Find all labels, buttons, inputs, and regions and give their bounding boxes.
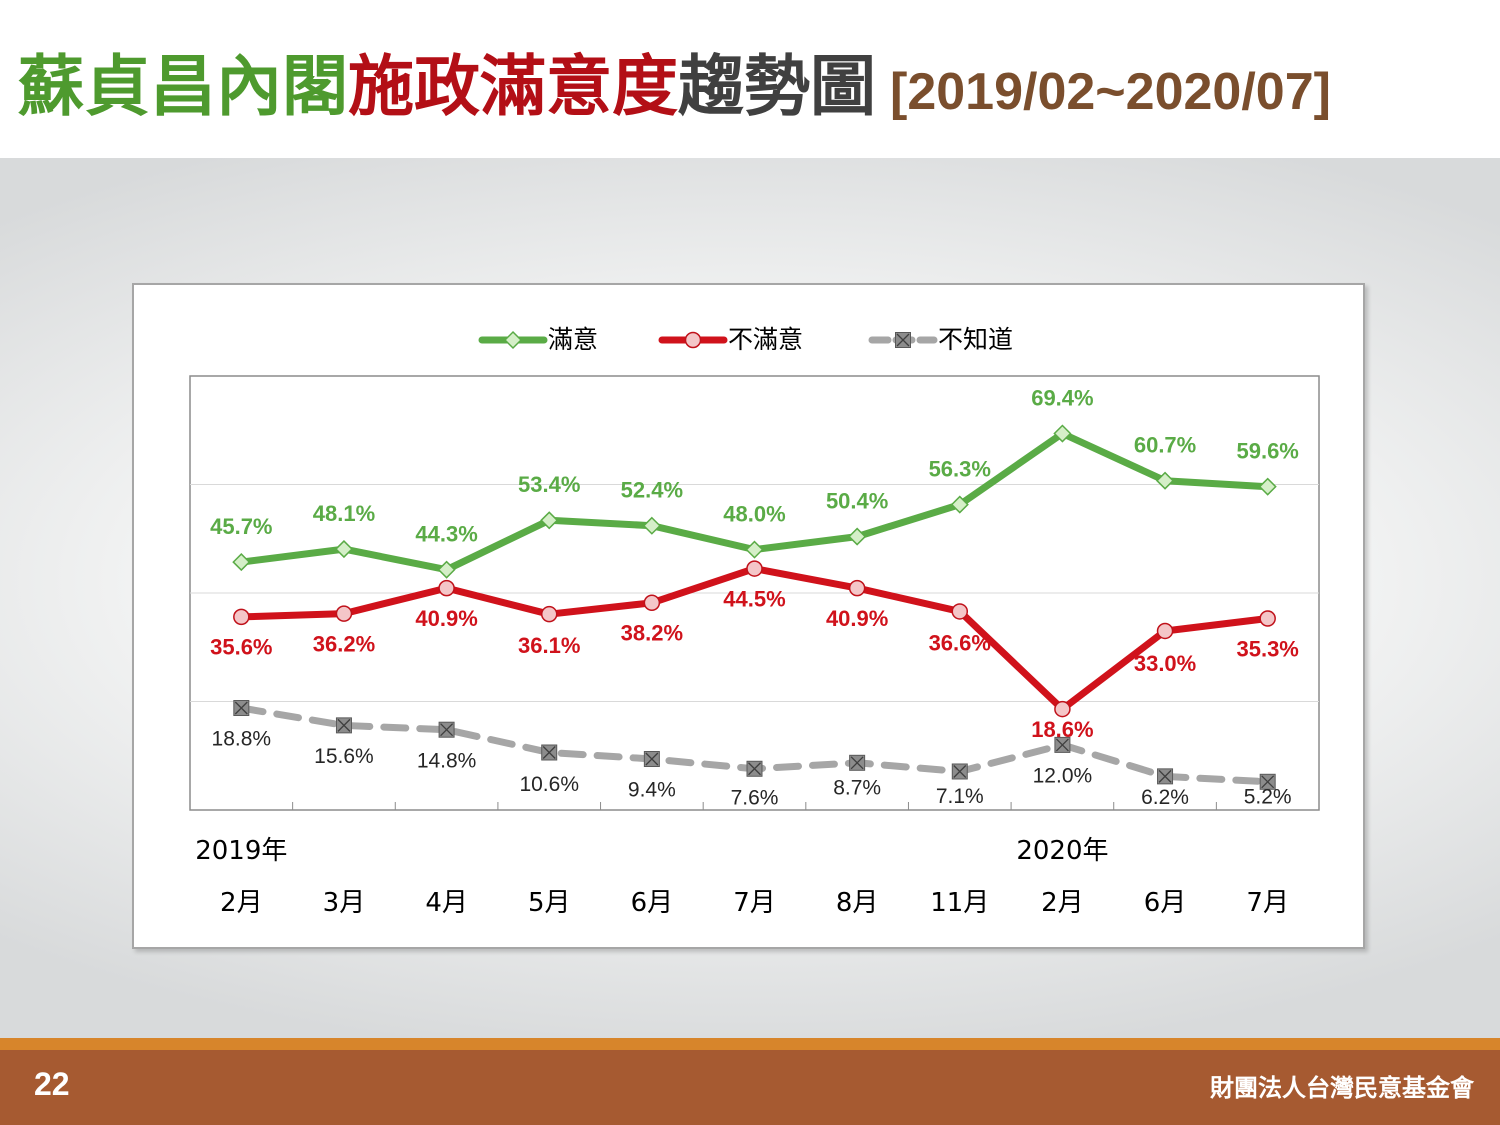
data-label: 10.6% [519, 773, 579, 796]
marker-dissatisfied [540, 605, 558, 623]
x-tick-label: 7月 [1246, 888, 1289, 918]
marker-dissatisfied [335, 605, 353, 622]
marker-dissatisfied [1259, 610, 1276, 627]
data-label: 15.6% [314, 745, 374, 768]
data-label: 44.5% [723, 586, 785, 611]
marker-satisfied [334, 539, 354, 559]
data-label: 9.4% [628, 779, 676, 802]
title-part-satisfaction: 施政滿意度 [348, 48, 678, 125]
marker-unknown-x [337, 718, 351, 732]
data-label: 69.4% [1031, 385, 1093, 410]
marker-unknown-x [748, 762, 761, 776]
marker-unknown-x [542, 746, 556, 759]
marker-satisfied [1258, 477, 1277, 496]
marker-dissatisfied [438, 579, 455, 597]
legend-label: 不知道 [938, 325, 1013, 354]
data-label: 14.8% [417, 749, 477, 772]
data-label: 8.7% [833, 776, 881, 799]
data-label: 52.4% [621, 478, 683, 503]
marker-dissatisfied [1156, 622, 1174, 640]
data-label: 36.2% [313, 631, 375, 656]
marker-dissatisfied [233, 608, 250, 626]
x-tick-label: 4月 [425, 888, 468, 918]
data-label: 45.7% [210, 514, 272, 539]
data-label: 50.4% [826, 488, 888, 513]
marker-dissatisfied [643, 594, 661, 612]
chart-frame: 45.7% 48.1% 44.3% 53.4% 52.4% 48.0% 50.4% 56.3%… [132, 283, 1365, 949]
data-label: 40.9% [415, 606, 477, 631]
x-tick-label: 6月 [1144, 888, 1187, 918]
data-label: 7.6% [731, 786, 779, 809]
data-label: 6.2% [1141, 786, 1189, 809]
year-label: 2019年 [195, 836, 287, 866]
marker-unknown-x [1055, 738, 1069, 752]
data-label: 5.2% [1244, 785, 1292, 808]
footer-accent-line [0, 1038, 1500, 1050]
x-tick-label: 5月 [528, 888, 571, 918]
trend-chart: 45.7% 48.1% 44.3% 53.4% 52.4% 48.0% 50.4% 56.3%… [189, 325, 1320, 918]
data-label: 18.8% [212, 728, 272, 751]
data-label: 35.6% [210, 635, 272, 660]
data-label: 60.7% [1134, 433, 1196, 458]
x-tick-label: 7月 [733, 888, 776, 918]
data-label: 12.0% [1033, 764, 1093, 787]
x-tick-label: 8月 [836, 888, 879, 918]
footer-bar [0, 1050, 1500, 1125]
x-tick-label: 11月 [930, 888, 989, 918]
data-label: 36.6% [929, 630, 991, 655]
marker-dissatisfied [1054, 700, 1071, 718]
data-label: 48.0% [723, 501, 785, 526]
x-tick-label: 2月 [220, 888, 263, 918]
marker-satisfied [848, 527, 867, 546]
data-label: 38.2% [621, 621, 683, 646]
legend-label: 滿意 [548, 325, 598, 354]
title-date-range: [2019/02~2020/07] [890, 63, 1331, 121]
marker-unknown-x [850, 756, 864, 770]
title-bar: 蘇貞昌內閣施政滿意度趨勢圖 [2019/02~2020/07] [0, 0, 1500, 158]
legend-marker-x [896, 333, 910, 347]
data-label: 53.4% [518, 472, 580, 497]
title-part-trend: 趨勢圖 [678, 48, 876, 125]
marker-unknown-x [953, 765, 967, 778]
title-part-cabinet: 蘇貞昌內閣 [18, 48, 348, 125]
page-number: 22 [34, 1066, 70, 1102]
x-tick-label: 6月 [631, 888, 674, 918]
marker-unknown-x [234, 701, 248, 715]
marker-unknown-x [645, 752, 659, 766]
x-tick-label: 2月 [1041, 888, 1084, 918]
legend-marker [503, 330, 523, 350]
data-label: 7.1% [936, 785, 984, 808]
data-label: 40.9% [826, 606, 888, 631]
data-label: 35.3% [1236, 636, 1298, 661]
data-label: 59.6% [1236, 438, 1298, 463]
organization-name: 財團法人台灣民意基金會 [1210, 1074, 1474, 1102]
marker-dissatisfied [746, 560, 763, 577]
data-label: 36.1% [518, 633, 580, 658]
slide-title: 蘇貞昌內閣施政滿意度趨勢圖 [2019/02~2020/07] [18, 42, 1331, 137]
marker-unknown-x [440, 723, 454, 737]
x-tick-label: 3月 [323, 888, 366, 918]
data-label: 44.3% [415, 521, 477, 546]
marker-unknown-x [1261, 775, 1275, 789]
marker-satisfied [232, 553, 251, 572]
marker-satisfied [745, 540, 764, 559]
marker-satisfied [540, 511, 559, 530]
year-label: 2020年 [1016, 836, 1108, 866]
marker-satisfied [642, 516, 661, 535]
marker-dissatisfied [951, 603, 969, 620]
marker-dissatisfied [848, 579, 866, 597]
data-label: 48.1% [313, 501, 375, 526]
marker-satisfied [437, 560, 456, 579]
data-label: 56.3% [929, 456, 991, 481]
marker-satisfied [1053, 424, 1072, 443]
legend-marker [684, 331, 702, 349]
legend-label: 不滿意 [728, 325, 803, 354]
marker-satisfied [950, 495, 969, 514]
marker-satisfied [1155, 471, 1175, 490]
marker-unknown-x [1158, 769, 1172, 783]
data-label: 33.0% [1134, 651, 1196, 676]
